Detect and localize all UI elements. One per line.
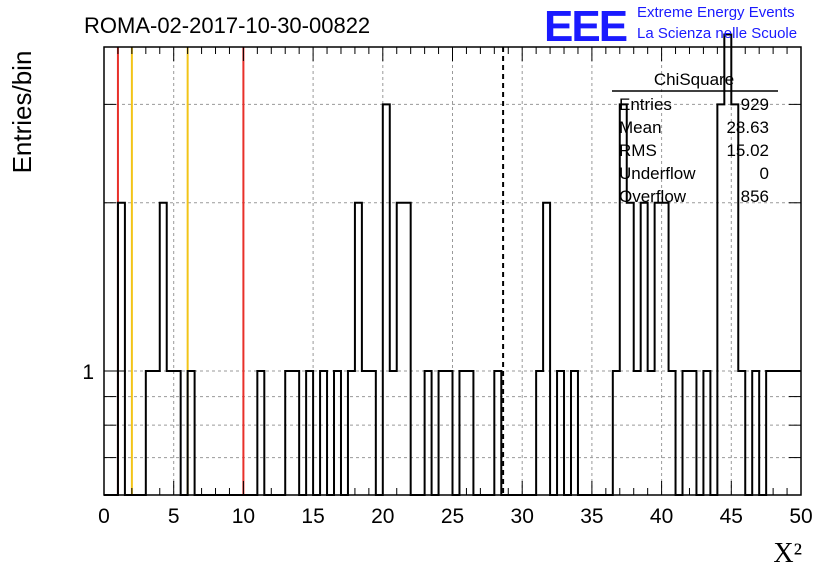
stats-box: ChiSquare Entries 929 Mean 28.63 RMS 15.…: [612, 70, 778, 206]
stats-label-overflow: Overflow: [619, 187, 687, 206]
stats-value-rms: 15.02: [726, 141, 769, 160]
stats-value-overflow: 856: [741, 187, 769, 206]
stats-value-underflow: 0: [760, 164, 769, 183]
x-tick-label: 25: [441, 505, 464, 528]
chart-title: ROMA-02-2017-10-30-00822: [84, 13, 370, 38]
y-axis-label: Entries/bin: [7, 51, 37, 174]
stats-label-mean: Mean: [619, 118, 662, 137]
y-tick-label: 1: [82, 361, 94, 384]
x-tick-label: 5: [168, 505, 180, 528]
eee-logo-text: EEE: [544, 2, 627, 51]
x-tick-label: 30: [511, 505, 534, 528]
x-tick-label: 40: [650, 505, 673, 528]
stats-title: ChiSquare: [654, 70, 734, 89]
reference-lines: [116, 47, 505, 495]
x-tick-label: 15: [301, 505, 324, 528]
logo-line-1: Extreme Energy Events: [637, 4, 795, 21]
stats-label-rms: RMS: [619, 141, 657, 160]
stats-value-entries: 929: [741, 95, 769, 114]
stats-value-mean: 28.63: [726, 118, 769, 137]
axes: 0 5 10 15 20 25 30 35 40 45 50 1: [82, 46, 813, 528]
x-tick-label: 50: [789, 505, 812, 528]
x-tick-label: 0: [98, 505, 110, 528]
x-tick-label: 35: [580, 505, 603, 528]
x-tick-label: 45: [720, 505, 743, 528]
x-tick-label: 10: [232, 505, 255, 528]
x-tick-label: 20: [371, 505, 394, 528]
logo-line-2: La Scienza nelle Scuole: [637, 25, 797, 42]
x-axis-label: X²: [773, 538, 802, 569]
stats-label-entries: Entries: [619, 95, 672, 114]
stats-label-underflow: Underflow: [619, 164, 696, 183]
